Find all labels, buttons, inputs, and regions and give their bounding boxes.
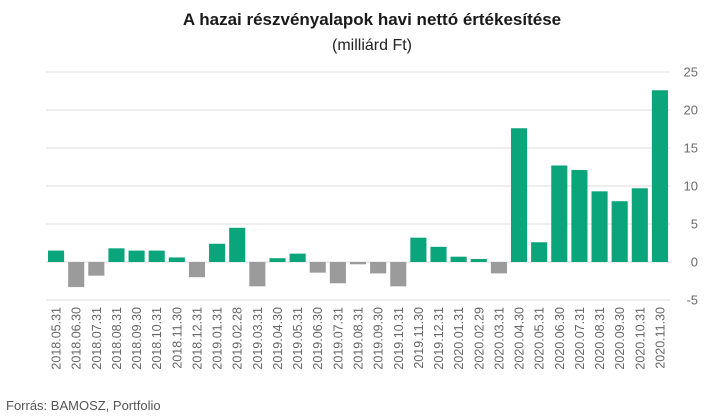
x-tick-label: 2018.08.31 [110,307,124,370]
bar [490,262,507,274]
x-tick-label: 2018.10.31 [150,307,164,370]
bar [390,262,407,287]
x-tick-label: 2020.06.30 [553,307,567,370]
bar [128,250,145,262]
x-axis: 2018.05.31 2018.06.30 2018.07.31 2018.08.31… [50,307,668,370]
bar [571,170,588,262]
bar [68,262,85,288]
bar [531,242,548,262]
bar [349,262,367,265]
bar [249,262,266,287]
x-tick-label: 2019.01.31 [211,307,225,370]
bar [209,243,226,262]
bar [309,262,326,273]
x-tick-label: 2019.12.31 [432,307,446,370]
bar [631,188,648,262]
bar [370,262,387,274]
chart-title: A hazai részvényalapok havi nettó értéke… [183,10,561,29]
x-tick-label: 2020.01.31 [452,307,466,370]
x-tick-label: 2020.02.29 [472,307,486,370]
bar [611,201,628,262]
x-tick-label: 2019.07.31 [331,307,345,370]
bar [289,253,306,262]
bar [651,90,668,263]
bars [48,90,668,288]
bar [229,227,246,262]
x-tick-label: 2019.03.31 [251,307,265,370]
x-tick-label: 2019.10.31 [392,307,406,370]
bar [510,128,528,262]
bar [48,250,65,262]
chart-subtitle: (milliárd Ft) [332,37,412,54]
bar [168,257,185,262]
bar [551,165,568,262]
y-tick-label: 25 [684,65,698,80]
bar [148,250,165,262]
x-tick-label: 2019.09.30 [372,307,386,370]
x-tick-label: 2019.08.31 [352,307,366,370]
bar [410,237,427,262]
x-tick-label: 2018.09.30 [130,307,144,370]
y-axis: -5 0 5 10 15 20 25 [684,65,698,308]
bar [591,191,608,262]
x-tick-label: 2019.11.30 [412,307,426,369]
bar [470,258,487,262]
bar [430,246,447,262]
x-tick-label: 2018.06.30 [70,307,84,370]
x-tick-label: 2020.05.31 [533,307,547,370]
x-tick-label: 2020.03.31 [492,307,506,370]
y-tick-label: 10 [684,179,698,194]
y-tick-label: 20 [684,103,698,118]
y-tick-label: 15 [684,141,698,156]
bar [88,262,105,276]
x-tick-label: 2020.09.30 [613,307,627,370]
x-tick-label: 2018.07.31 [90,307,104,370]
x-tick-label: 2019.02.28 [231,307,245,370]
y-tick-label: 0 [691,255,698,270]
y-tick-label: 5 [691,217,698,232]
bar [269,258,286,262]
x-tick-label: 2018.11.30 [170,307,184,369]
bar [108,248,125,262]
x-tick-label: 2019.06.30 [311,307,325,370]
x-tick-label: 2019.05.31 [291,307,305,370]
x-tick-label: 2020.07.31 [573,307,587,370]
source-note: Forrás: BAMOSZ, Portfolio [6,398,161,413]
x-tick-label: 2020.08.31 [593,307,607,370]
x-tick-label: 2018.12.31 [190,307,204,370]
bar [188,262,206,278]
bar [450,256,467,262]
y-tick-label: -5 [686,293,698,308]
x-tick-label: 2019.04.30 [271,307,285,370]
x-tick-label: 2020.11.30 [653,307,667,369]
bar [329,262,346,284]
x-tick-label: 2020.04.30 [513,307,527,370]
x-tick-label: 2020.10.31 [633,307,647,370]
x-tick-label: 2018.05.31 [50,307,64,370]
